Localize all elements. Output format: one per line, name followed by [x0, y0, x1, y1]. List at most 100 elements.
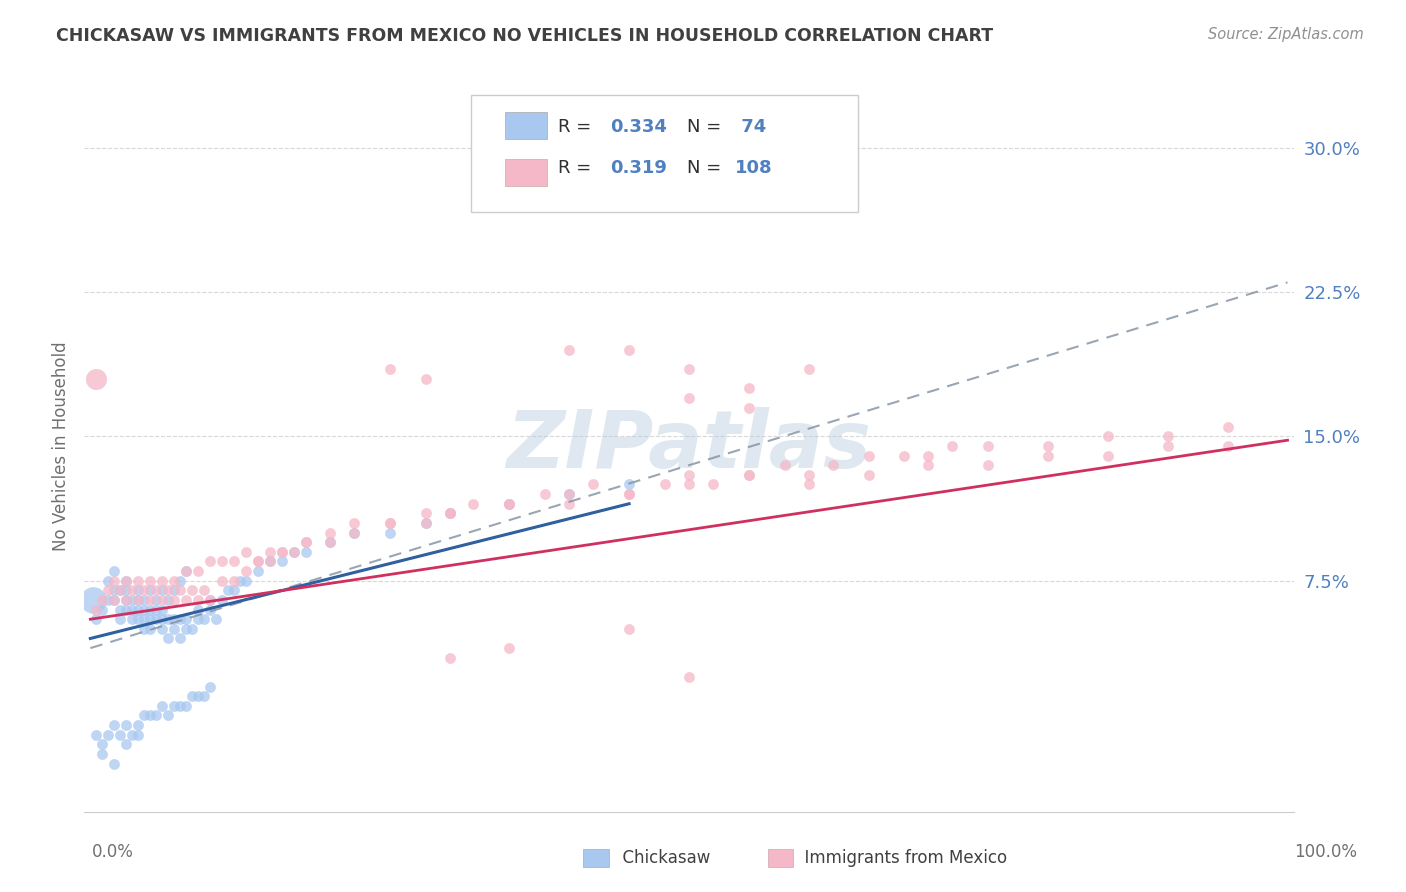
- Point: [235, 545, 257, 559]
- Point: [246, 554, 269, 568]
- Point: [134, 708, 156, 723]
- Point: [115, 574, 138, 588]
- Point: [139, 574, 162, 588]
- Point: [738, 467, 761, 482]
- Point: [174, 612, 197, 626]
- Point: [343, 516, 366, 530]
- Point: [702, 477, 724, 491]
- Point: [498, 497, 520, 511]
- Point: [115, 602, 138, 616]
- Point: [1097, 429, 1119, 443]
- Point: [145, 583, 167, 598]
- Point: [654, 477, 676, 491]
- Point: [134, 612, 156, 626]
- Point: [150, 602, 173, 616]
- Point: [174, 622, 197, 636]
- Point: [97, 583, 120, 598]
- Point: [270, 545, 292, 559]
- Point: [198, 593, 221, 607]
- Point: [235, 564, 257, 578]
- Point: [977, 439, 1000, 453]
- Point: [97, 593, 120, 607]
- Point: [415, 516, 437, 530]
- Point: [1097, 449, 1119, 463]
- Point: [283, 545, 305, 559]
- Point: [498, 497, 520, 511]
- Point: [174, 593, 197, 607]
- Point: [198, 593, 221, 607]
- Point: [139, 708, 162, 723]
- Point: [295, 535, 318, 549]
- Point: [169, 698, 191, 713]
- Point: [150, 698, 173, 713]
- Point: [145, 602, 167, 616]
- Text: Source: ZipAtlas.com: Source: ZipAtlas.com: [1208, 27, 1364, 42]
- Point: [1157, 429, 1180, 443]
- Point: [246, 554, 269, 568]
- Point: [259, 554, 281, 568]
- Point: [617, 343, 640, 357]
- Point: [139, 612, 162, 626]
- Point: [463, 497, 485, 511]
- Point: [415, 507, 437, 521]
- Point: [115, 574, 138, 588]
- Point: [378, 516, 401, 530]
- Point: [246, 564, 269, 578]
- Point: [86, 728, 108, 742]
- Point: [97, 728, 120, 742]
- Point: [145, 612, 167, 626]
- Point: [415, 371, 437, 385]
- Point: [139, 602, 162, 616]
- Point: [127, 728, 149, 742]
- Point: [917, 458, 939, 473]
- Point: [198, 554, 221, 568]
- Point: [150, 622, 173, 636]
- Point: [222, 583, 245, 598]
- Point: [617, 487, 640, 501]
- Point: [319, 525, 342, 540]
- Point: [821, 458, 844, 473]
- Point: [217, 583, 239, 598]
- Point: [181, 583, 204, 598]
- Point: [378, 516, 401, 530]
- Point: [121, 583, 143, 598]
- Point: [498, 497, 520, 511]
- Point: [134, 602, 156, 616]
- Point: [797, 362, 820, 376]
- Point: [110, 728, 132, 742]
- Point: [134, 583, 156, 598]
- Point: [121, 602, 143, 616]
- Point: [127, 583, 149, 598]
- Point: [977, 458, 1000, 473]
- Text: Immigrants from Mexico: Immigrants from Mexico: [794, 849, 1008, 867]
- Point: [498, 641, 520, 656]
- Point: [773, 458, 796, 473]
- Point: [103, 593, 125, 607]
- Point: [145, 593, 167, 607]
- Point: [157, 593, 180, 607]
- Point: [678, 670, 700, 684]
- Point: [115, 718, 138, 732]
- Text: ZIPatlas: ZIPatlas: [506, 407, 872, 485]
- Point: [187, 690, 209, 704]
- Point: [198, 602, 221, 616]
- Point: [617, 622, 640, 636]
- Point: [145, 708, 167, 723]
- Point: [229, 574, 252, 588]
- Point: [295, 545, 318, 559]
- Point: [134, 622, 156, 636]
- Point: [198, 680, 221, 694]
- Point: [127, 593, 149, 607]
- Text: 0.0%: 0.0%: [91, 843, 134, 861]
- Point: [1036, 439, 1059, 453]
- Text: 108: 108: [735, 159, 772, 177]
- Text: 0.334: 0.334: [610, 119, 668, 136]
- Point: [343, 525, 366, 540]
- Point: [558, 487, 581, 501]
- Point: [270, 545, 292, 559]
- Point: [150, 593, 173, 607]
- Point: [163, 593, 186, 607]
- Point: [121, 612, 143, 626]
- Point: [163, 622, 186, 636]
- Point: [222, 554, 245, 568]
